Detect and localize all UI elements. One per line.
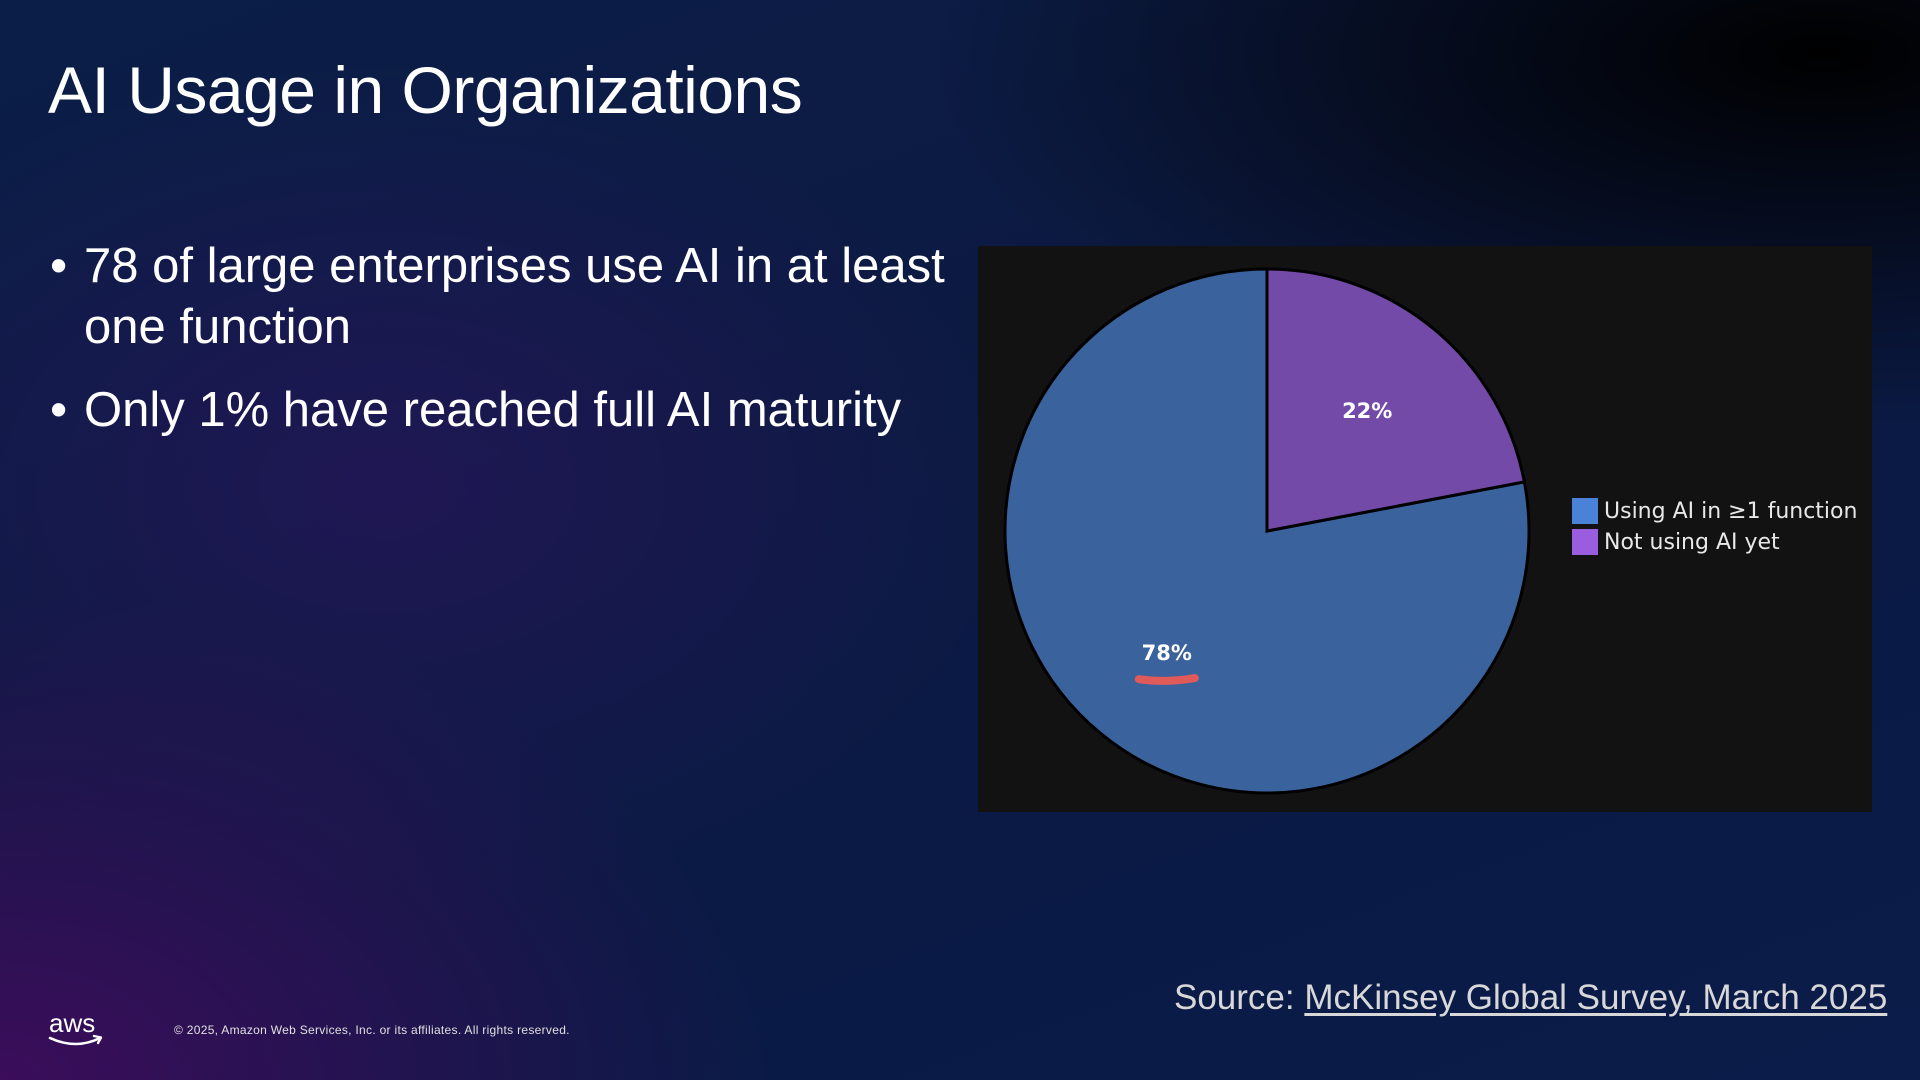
pie-chart: 78% 22% Using AI in ≥1 function Not using A…	[1003, 267, 1857, 795]
slide-title: AI Usage in Organizations	[48, 53, 803, 127]
copyright-text: © 2025, Amazon Web Services, Inc. or its…	[174, 1023, 570, 1037]
legend-swatch	[1572, 529, 1598, 555]
legend-label: Not using AI yet	[1604, 530, 1780, 555]
source-citation: Source: McKinsey Global Survey, March 20…	[1174, 978, 1887, 1018]
pie-slice	[1265, 267, 1527, 533]
bullet-list: • 78 of large enterprises use AI in at l…	[48, 236, 948, 463]
legend-swatch	[1572, 498, 1598, 524]
aws-logo: aws	[48, 1010, 103, 1046]
source-link[interactable]: McKinsey Global Survey, March 2025	[1304, 978, 1888, 1017]
legend-label: Using AI in ≥1 function	[1604, 499, 1857, 524]
pie-slice-value-label: 22%	[1342, 399, 1392, 423]
bullet-item: • Only 1% have reached full AI maturity	[48, 380, 948, 441]
pie-slice-value-label: 78%	[1142, 641, 1192, 665]
annotation-underline	[1134, 674, 1199, 685]
bullet-item: • 78 of large enterprises use AI in at l…	[48, 236, 948, 358]
source-prefix: Source:	[1174, 978, 1305, 1017]
pie-chart-panel: 78% 22% Using AI in ≥1 function Not using A…	[978, 246, 1872, 812]
bullet-text: Only 1% have reached full AI maturity	[84, 383, 902, 437]
bullet-text: 78 of large enterprises use AI in at lea…	[84, 239, 945, 354]
aws-logo-text: aws	[49, 1010, 95, 1038]
bullet-dot: •	[50, 383, 68, 437]
bullet-dot: •	[50, 239, 68, 293]
